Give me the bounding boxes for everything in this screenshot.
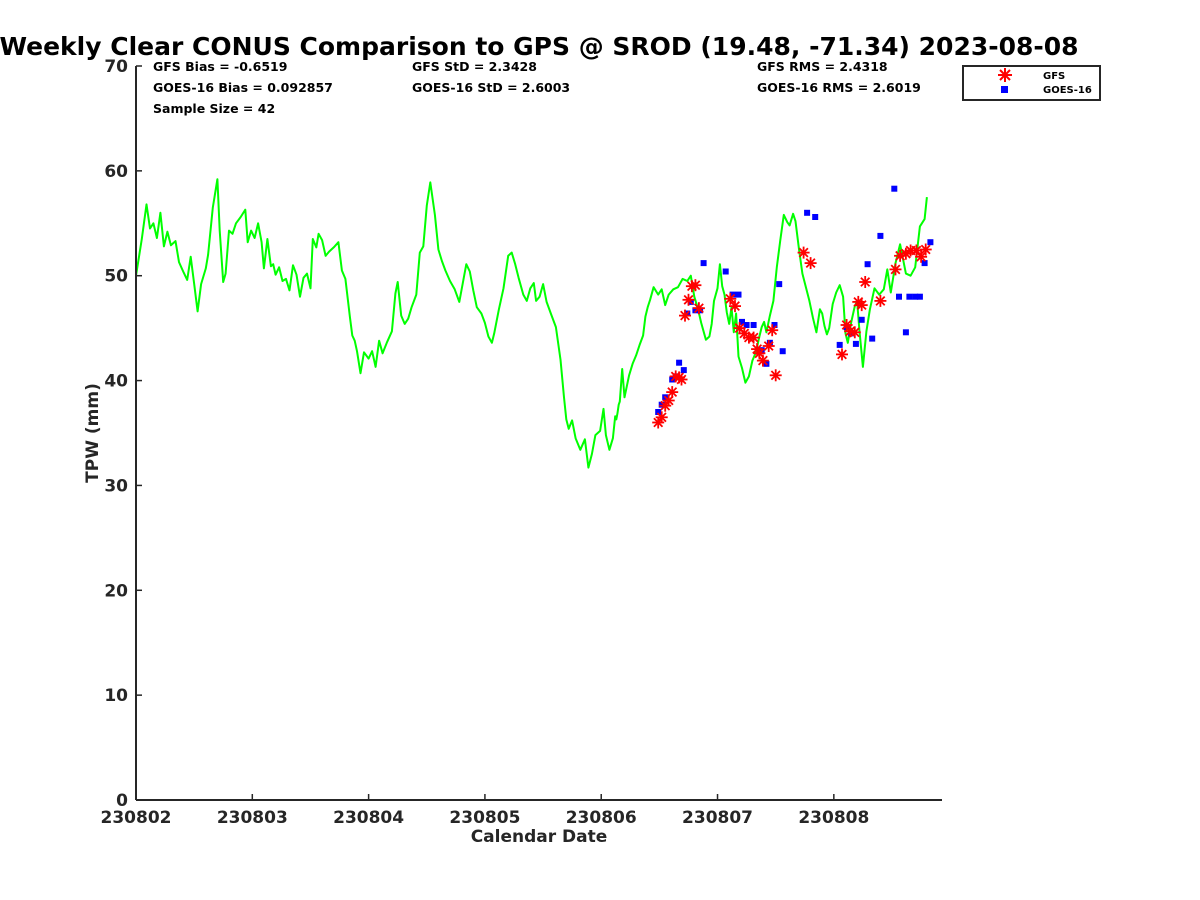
gfs-point <box>747 331 760 344</box>
goes-16-point <box>729 291 736 298</box>
series-line-gps <box>135 178 928 469</box>
gfs-point <box>729 300 741 313</box>
goes-16-point <box>912 293 919 300</box>
goes-16-point <box>779 348 786 355</box>
goes-16-point <box>864 261 871 268</box>
gfs-point <box>655 411 668 424</box>
goes-16-point <box>676 359 683 366</box>
y-tick-label: 40 <box>104 372 128 392</box>
x-tick-label: 230805 <box>449 808 520 828</box>
x-tick-label: 230807 <box>682 808 753 828</box>
goes-16-point <box>906 293 913 300</box>
x-tick-label: 230808 <box>798 808 869 828</box>
goes-16-point <box>776 281 783 288</box>
gfs-point <box>848 326 861 339</box>
legend-gfs-marker <box>998 68 1012 82</box>
gfs-point <box>675 373 688 386</box>
x-tick-label: 230803 <box>217 808 288 828</box>
y-ticks: 0 10 20 30 40 50 60 70 <box>104 57 142 811</box>
x-axis-label: Calendar Date <box>471 827 608 847</box>
y-tick-label: 20 <box>104 581 128 601</box>
goes-16-point <box>896 293 902 300</box>
goes-16-point <box>891 185 898 192</box>
x-tick-label: 230802 <box>101 808 172 828</box>
goes-16-point <box>692 307 699 314</box>
gfs-point <box>766 324 779 337</box>
goes-16-point <box>743 322 750 328</box>
x-tick-label: 230806 <box>566 808 637 828</box>
x-ticks: 230802 230803 230804 230805 230806 230807 2308… <box>101 794 869 828</box>
goes-16-point <box>921 260 928 267</box>
gfs-point <box>915 250 928 263</box>
gfs-point <box>919 243 932 256</box>
y-axis-label: TPW (mm) <box>83 383 103 483</box>
y-tick-label: 0 <box>116 791 128 811</box>
goes-16-point <box>902 329 909 336</box>
goes-16-point <box>771 322 778 328</box>
gfs-point <box>855 299 868 312</box>
stat-goes-bias: GOES-16 Bias = 0.092857 <box>153 80 333 95</box>
gfs-point <box>859 276 872 288</box>
gfs-point <box>679 309 691 322</box>
legend-gfs-label: GFS <box>1043 71 1065 82</box>
goes-16-point <box>766 339 773 346</box>
stat-gfs-bias: GFS Bias = -0.6519 <box>153 59 287 74</box>
goes-16-point <box>858 316 865 323</box>
y-tick-label: 60 <box>104 162 128 182</box>
gfs-point <box>682 293 695 306</box>
y-tick-label: 30 <box>104 476 128 496</box>
x-tick-label: 230804 <box>333 808 404 828</box>
gfs-point <box>874 294 887 307</box>
gfs-point <box>692 302 705 315</box>
stat-sample-size: Sample Size = 42 <box>153 101 275 116</box>
gfs-point <box>762 340 775 352</box>
goes-16-point <box>916 293 923 300</box>
y-tick-label: 50 <box>104 267 128 287</box>
gfs-point <box>910 244 923 257</box>
chart-title: Weekly Clear CONUS Comparison to GPS @ S… <box>0 32 1079 61</box>
stat-gfs-std: GFS StD = 2.3428 <box>412 59 537 74</box>
goes-16-point <box>877 232 884 239</box>
y-tick-label: 10 <box>104 686 128 706</box>
gfs-point <box>797 246 810 259</box>
goes-16-point <box>836 341 843 348</box>
goes-16-point <box>869 335 876 342</box>
stats-annotations: GFS Bias = -0.6519 GOES-16 Bias = 0.0928… <box>153 59 921 116</box>
goes-16-point <box>700 260 707 267</box>
plot-area: 0 10 20 30 40 50 60 70 230802 230803 230804 230805… <box>101 57 942 828</box>
goes-16-point <box>680 367 687 374</box>
series-layer <box>135 178 934 469</box>
goes-16-point <box>812 214 819 220</box>
goes-16-point <box>804 209 811 216</box>
gfs-point <box>756 354 769 367</box>
gfs-point <box>804 257 817 270</box>
goes-16-point <box>750 322 757 328</box>
goes-16-point <box>852 340 859 347</box>
gfs-point <box>666 386 679 399</box>
gfs-point <box>836 348 848 361</box>
goes-16-point <box>927 239 934 246</box>
stat-gfs-rms: GFS RMS = 2.4318 <box>757 59 888 74</box>
stat-goes-std: GOES-16 StD = 2.6003 <box>412 80 570 95</box>
y-tick-label: 70 <box>104 57 128 77</box>
goes-16-point <box>658 401 665 408</box>
gfs-point <box>769 369 782 382</box>
legend: GFS GOES-16 <box>962 65 1101 101</box>
goes-16-point <box>722 268 729 275</box>
gfs-point <box>889 263 902 276</box>
legend-goes-marker <box>1001 86 1008 93</box>
gfs-point <box>689 279 702 292</box>
goes-16-point <box>735 291 742 298</box>
gfs-point <box>724 292 737 305</box>
stat-goes-rms: GOES-16 RMS = 2.6019 <box>757 80 921 95</box>
legend-goes-label: GOES-16 <box>1043 85 1092 96</box>
goes-16-point <box>655 409 662 415</box>
goes-16-point <box>739 318 745 325</box>
legend-box <box>962 65 1101 101</box>
